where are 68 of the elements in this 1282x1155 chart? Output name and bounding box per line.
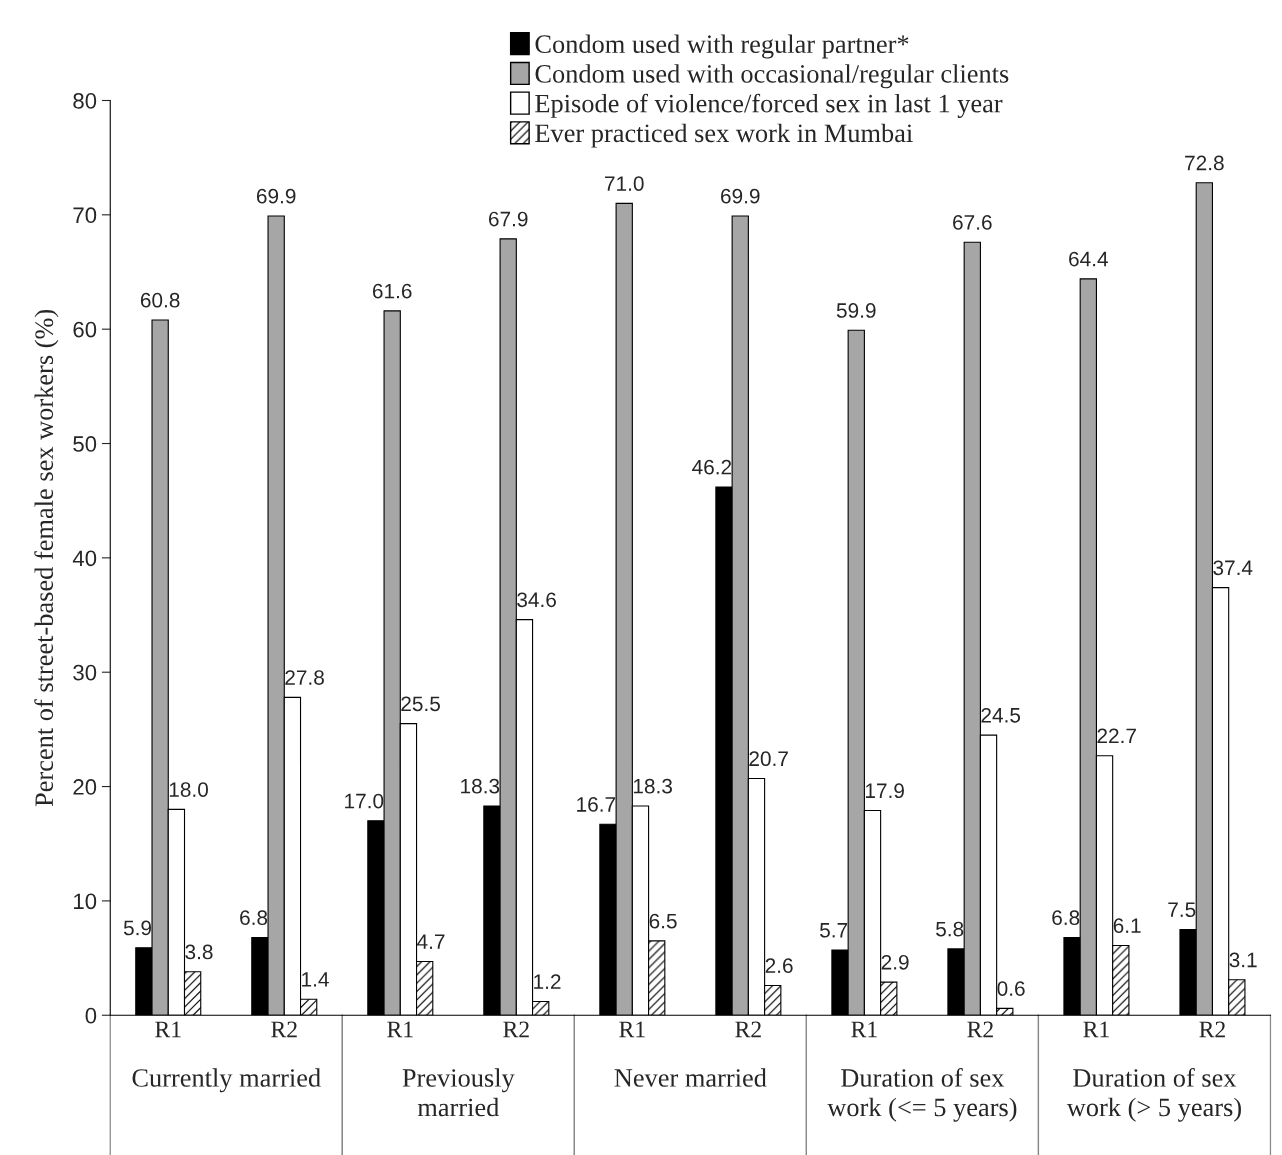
y-tick-label: 70 — [73, 207, 97, 224]
x-tick-label: R1 — [155, 1021, 181, 1038]
data-label: 1.4 — [302, 972, 329, 987]
data-label: 24.5 — [981, 707, 1021, 723]
y-tick-label: 50 — [73, 436, 97, 452]
x-tick-label: R1 — [387, 1021, 413, 1038]
x-tick-label: R2 — [1199, 1021, 1225, 1038]
data-label: 18.0 — [169, 782, 208, 797]
y-tick-label: 60 — [73, 321, 97, 338]
y-tick-label: 30 — [73, 664, 97, 681]
data-label: 69.9 — [721, 188, 760, 204]
text: Previously married — [402, 1068, 515, 1117]
data-label: 64.4 — [1069, 251, 1108, 267]
legend-label: Condom used with occasional/regular clients — [535, 64, 1009, 89]
data-label: 5.8 — [936, 921, 964, 937]
data-label: 7.5 — [1168, 902, 1196, 918]
y-tick-label: 40 — [72, 550, 97, 567]
y-tick-label: 0 — [85, 1007, 97, 1024]
x-tick-label: R2 — [967, 1021, 993, 1038]
data-label: 71.0 — [605, 176, 644, 191]
data-label: 27.8 — [285, 670, 324, 685]
x-tick-label: R1 — [619, 1021, 645, 1038]
data-label: 46.2 — [692, 459, 732, 475]
data-label: 3.1 — [1229, 952, 1257, 968]
y-axis-title: Percent of street-based female sex workers (%) — [34, 309, 59, 807]
text: Never married — [614, 1068, 767, 1087]
data-label: 22.7 — [1097, 728, 1136, 744]
data-label: 2.9 — [881, 954, 909, 970]
data-label: 6.1 — [1113, 918, 1141, 934]
data-label: 60.8 — [140, 292, 180, 308]
text: Duration of sex work (> 5 years) — [1066, 1068, 1241, 1122]
legend-label: Episode of violence/forced sex in last 1 year — [535, 93, 1003, 118]
data-label: 0.6 — [997, 981, 1025, 996]
data-label: 20.7 — [749, 751, 788, 767]
y-tick-label: 20 — [73, 779, 97, 795]
data-label: 25.5 — [401, 696, 440, 712]
data-label: 5.7 — [820, 923, 848, 938]
data-label: 2.6 — [765, 958, 793, 974]
data-label: 18.3 — [461, 778, 500, 794]
legend-label: Ever practiced sex work in Mumbai — [535, 123, 913, 148]
data-label: 6.8 — [240, 910, 268, 926]
data-label: 59.9 — [836, 303, 876, 318]
data-label: 37.4 — [1213, 560, 1253, 576]
data-label: 16.7 — [577, 797, 616, 812]
data-label: 5.9 — [123, 920, 152, 936]
text: Duration of sex work (<= 5 years) — [827, 1068, 1017, 1122]
y-tick-label: 80 — [73, 93, 97, 109]
data-label: 67.6 — [953, 215, 992, 230]
data-label: 1.2 — [534, 974, 561, 989]
y-tick-label: 10 — [74, 893, 97, 910]
data-label: 67.9 — [488, 211, 528, 227]
data-label: 17.9 — [865, 783, 904, 799]
x-tick-label: R1 — [1083, 1021, 1109, 1038]
data-label: 69.9 — [256, 188, 296, 204]
data-label: 18.3 — [633, 778, 672, 794]
data-label: 4.7 — [417, 934, 445, 949]
data-label: 6.8 — [1052, 910, 1080, 926]
x-tick-label: R2 — [735, 1021, 761, 1038]
data-label: 72.8 — [1185, 155, 1224, 171]
x-tick-label: R2 — [271, 1021, 297, 1038]
data-label: 6.5 — [649, 913, 677, 929]
data-label: 3.8 — [185, 944, 213, 960]
text: Currently married — [132, 1068, 321, 1093]
legend-label: Condom used with regular partner* — [535, 34, 909, 59]
x-tick-label: R1 — [851, 1021, 877, 1038]
x-tick-label: R2 — [503, 1021, 529, 1038]
data-label: 34.6 — [517, 592, 556, 608]
data-label: 61.6 — [372, 283, 412, 299]
